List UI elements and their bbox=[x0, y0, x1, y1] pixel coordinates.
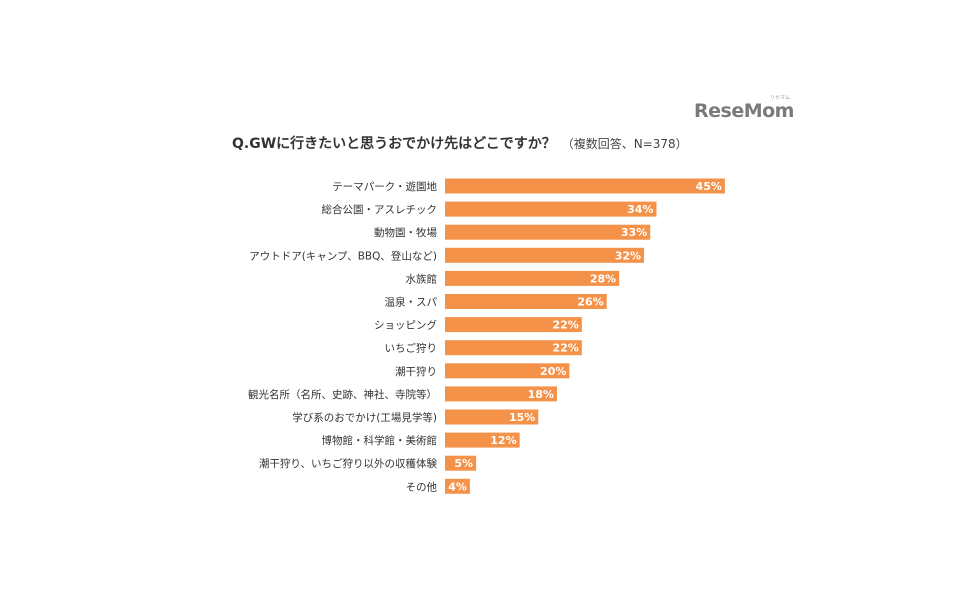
category-label: 動物園・牧場 bbox=[374, 226, 437, 239]
category-label: その他 bbox=[406, 480, 438, 493]
bar bbox=[445, 340, 582, 356]
category-label: 潮干狩り bbox=[395, 365, 437, 378]
chart-title-sub: （複数回答、N=378） bbox=[561, 137, 688, 151]
bar bbox=[445, 294, 607, 309]
category-label: 温泉・スパ bbox=[385, 296, 438, 309]
value-label: 32% bbox=[615, 249, 641, 262]
bar bbox=[445, 317, 582, 333]
value-label: 33% bbox=[621, 226, 647, 239]
category-label: 博物館・科学館・美術館 bbox=[322, 434, 438, 447]
bar bbox=[445, 432, 520, 448]
value-label: 28% bbox=[590, 272, 616, 285]
brand-logo: ReseMom bbox=[694, 100, 794, 122]
category-label: 潮干狩り、いちご狩り以外の収穫体験 bbox=[259, 457, 438, 470]
bar bbox=[445, 270, 620, 286]
category-label: 学び系のおでかけ(工場見学等) bbox=[292, 411, 437, 424]
bar bbox=[445, 478, 470, 494]
value-label: 5% bbox=[454, 457, 473, 470]
bar bbox=[445, 409, 539, 425]
value-label: 45% bbox=[696, 180, 722, 193]
value-label: 26% bbox=[577, 296, 603, 309]
category-label: いちご狩り bbox=[385, 342, 438, 355]
value-label: 18% bbox=[528, 388, 554, 401]
chart-title: Q.GWに行きたいと思うおでかけ先はどこですか？ （複数回答、N=378） bbox=[232, 133, 688, 153]
category-label: 総合公園・アスレチック bbox=[322, 203, 438, 216]
value-label: 12% bbox=[490, 434, 516, 447]
category-label: テーマパーク・遊園地 bbox=[332, 180, 437, 193]
value-label: 22% bbox=[552, 342, 578, 355]
bar bbox=[445, 247, 645, 263]
value-label: 15% bbox=[509, 411, 535, 424]
brand-logo-subtitle: リセマム bbox=[770, 95, 791, 101]
bar bbox=[445, 178, 725, 194]
category-label: アウトドア(キャンプ、BBQ、登山など) bbox=[249, 249, 437, 262]
bar bbox=[445, 455, 477, 471]
value-label: 34% bbox=[627, 203, 653, 216]
chart-title-main: Q.GWに行きたいと思うおでかけ先はどこですか？ bbox=[232, 136, 556, 152]
value-label: 22% bbox=[552, 319, 578, 332]
bar bbox=[445, 386, 557, 402]
value-label: 20% bbox=[540, 365, 566, 378]
category-label: ショッピング bbox=[374, 319, 437, 332]
bar bbox=[445, 363, 570, 379]
category-label: 水族館 bbox=[406, 272, 438, 285]
value-label: 4% bbox=[448, 480, 467, 493]
category-label: 観光名所（名所、史跡、神社、寺院等） bbox=[248, 388, 437, 401]
brand-logo-text: ReseMom bbox=[694, 100, 794, 122]
bar bbox=[445, 201, 657, 217]
bar bbox=[445, 224, 651, 240]
